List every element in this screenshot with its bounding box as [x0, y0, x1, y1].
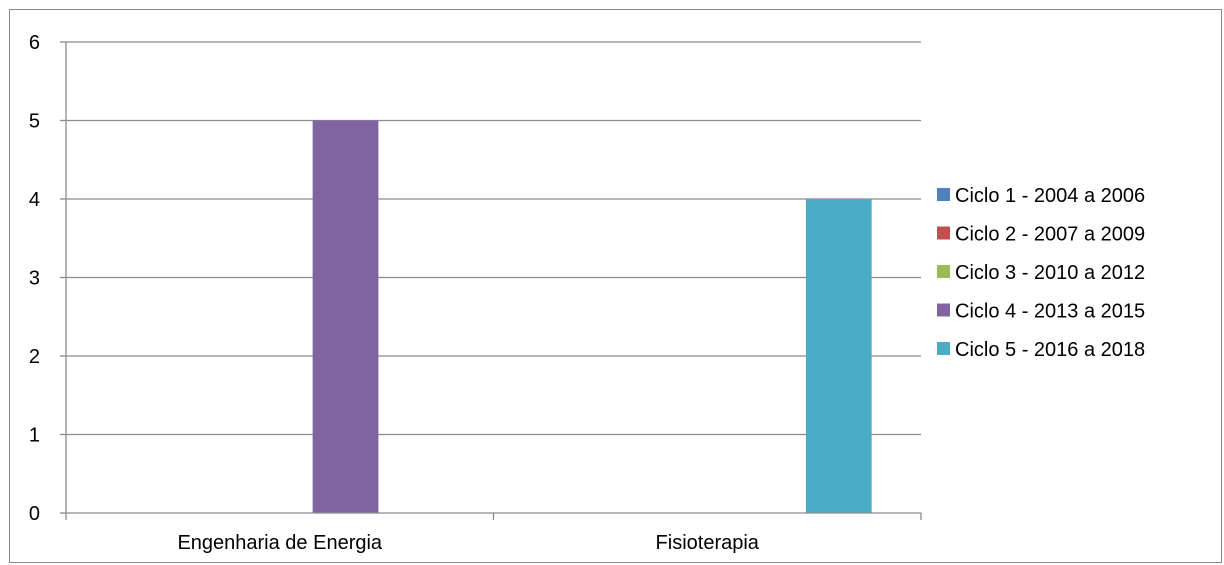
y-tick-labels: 0 1 2 3 4 5 6: [29, 32, 40, 525]
legend-label: Ciclo 4 - 2013 a 2015: [955, 301, 1145, 323]
axes: [60, 41, 922, 520]
legend-item: Ciclo 2 - 2007 a 2009: [937, 224, 1145, 246]
category-label: Engenharia de Energia: [177, 532, 382, 554]
chart-frame: 0 1 2 3 4 5 6 Engenharia de Energia Fisioterapi…: [9, 9, 1222, 563]
legend-item: Ciclo 3 - 2010 a 2012: [937, 262, 1145, 284]
gridlines: [66, 41, 921, 436]
legend-swatch: [937, 226, 950, 240]
y-tick-label: 4: [29, 189, 40, 211]
y-tick-label: 3: [29, 268, 40, 290]
category-labels: Engenharia de Energia Fisioterapia: [177, 532, 759, 554]
y-tick-label: 6: [29, 32, 40, 54]
bar: [805, 199, 872, 513]
legend: Ciclo 1 - 2004 a 2006 Ciclo 2 - 2007 a 20…: [937, 185, 1145, 361]
category-label: Fisioterapia: [656, 532, 760, 554]
legend-item: Ciclo 1 - 2004 a 2006: [937, 185, 1145, 207]
legend-label: Ciclo 2 - 2007 a 2009: [955, 224, 1145, 246]
bar-chart: 0 1 2 3 4 5 6 Engenharia de Energia Fisioterapi…: [29, 32, 1145, 554]
legend-swatch: [937, 265, 950, 278]
legend-swatch: [937, 188, 950, 201]
y-tick-label: 5: [29, 111, 40, 133]
legend-item: Ciclo 4 - 2013 a 2015: [937, 301, 1145, 323]
legend-label: Ciclo 3 - 2010 a 2012: [955, 262, 1145, 284]
y-tick-label: 1: [29, 425, 40, 447]
legend-label: Ciclo 5 - 2016 a 2018: [955, 339, 1145, 361]
bars: [312, 120, 872, 513]
legend-swatch: [937, 303, 950, 317]
legend-label: Ciclo 1 - 2004 a 2006: [955, 185, 1145, 207]
legend-item: Ciclo 5 - 2016 a 2018: [937, 339, 1145, 361]
y-tick-label: 0: [29, 503, 40, 525]
bar: [312, 120, 379, 513]
legend-swatch: [937, 342, 950, 355]
y-tick-label: 2: [29, 346, 40, 368]
